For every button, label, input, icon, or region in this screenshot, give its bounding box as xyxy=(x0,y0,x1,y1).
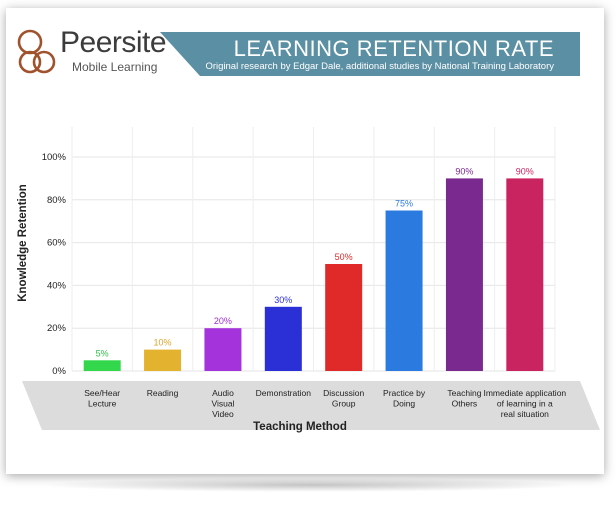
bar xyxy=(385,210,423,371)
chart-title: LEARNING RETENTION RATE xyxy=(233,36,554,61)
y-tick-label: 40% xyxy=(47,280,67,291)
brand-name: Peersite xyxy=(60,26,167,59)
data-label: 30% xyxy=(274,295,292,305)
data-label: 10% xyxy=(154,338,172,348)
bar xyxy=(83,360,121,371)
bar xyxy=(325,264,363,371)
bars: 5% 10% 20% 30% 50% 75% 90% 90% xyxy=(83,166,544,371)
y-axis-title: Knowledge Retention xyxy=(17,184,29,302)
category-label: Immediate application of learning in a rea… xyxy=(483,388,566,419)
data-label: 20% xyxy=(214,316,232,326)
category-label: Teaching Others xyxy=(447,388,481,409)
category-label: Audio Visual Video xyxy=(211,388,234,419)
data-label: 50% xyxy=(335,252,353,262)
peersite-logo-icon xyxy=(17,29,56,74)
data-label: 90% xyxy=(516,166,534,176)
y-tick-label: 80% xyxy=(47,195,67,206)
bar xyxy=(144,349,182,371)
data-label: 75% xyxy=(395,199,413,209)
category-label: See/Hear Lecture xyxy=(84,388,120,409)
category-label: Practice by Doing xyxy=(383,388,426,409)
banner-shape xyxy=(160,32,580,76)
card-shadow xyxy=(40,478,580,492)
y-tick-label: 60% xyxy=(47,238,67,249)
category-label: Reading xyxy=(147,388,179,398)
bar xyxy=(445,178,483,371)
category-labels: See/Hear Lecture Reading Audio Visual Video De… xyxy=(84,388,566,419)
brand-tagline: Mobile Learning xyxy=(72,60,158,74)
bar xyxy=(506,178,544,371)
bar xyxy=(204,328,242,371)
x-axis-title: Teaching Method xyxy=(253,421,347,433)
title-banner: LEARNING RETENTION RATE Original researc… xyxy=(160,32,580,76)
y-tick-label: 100% xyxy=(42,152,67,163)
y-axis-ticks: 0% 20% 40% 60% 80% 100% xyxy=(42,152,67,377)
category-label: Discussion Group xyxy=(323,388,364,409)
y-tick-label: 0% xyxy=(52,366,66,377)
brand-logo: Peersite Mobile Learning xyxy=(14,26,167,78)
chart-subtitle: Original research by Edgar Dale, additio… xyxy=(205,61,554,72)
x-axis-band xyxy=(22,381,600,430)
category-label: Demonstration xyxy=(256,388,312,398)
bar xyxy=(264,306,302,371)
y-tick-label: 20% xyxy=(47,323,67,334)
data-label: 5% xyxy=(96,348,109,358)
data-label: 90% xyxy=(455,166,473,176)
